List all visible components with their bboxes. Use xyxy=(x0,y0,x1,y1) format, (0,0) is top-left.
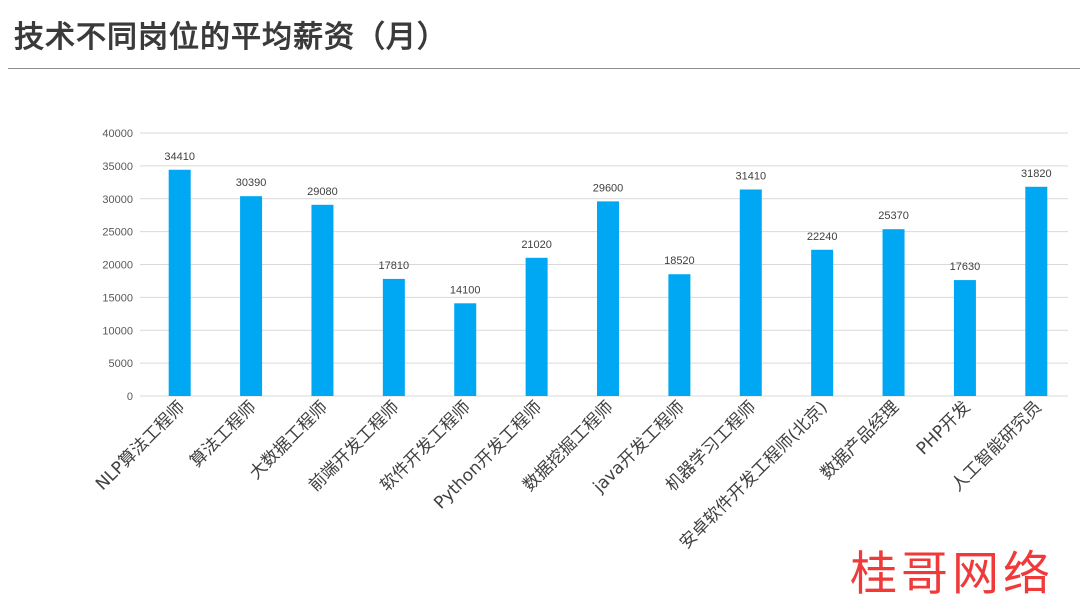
value-label: 34410 xyxy=(164,151,195,163)
y-tick-label: 0 xyxy=(127,391,133,403)
y-tick-label: 25000 xyxy=(102,227,133,239)
grid-lines xyxy=(140,132,1068,397)
value-label: 14100 xyxy=(450,284,481,296)
category-label: NLP算法工程师 xyxy=(92,397,189,494)
bar xyxy=(454,303,477,396)
value-label: 17630 xyxy=(950,261,981,273)
category-labels: NLP算法工程师算法工程师大数据工程师前端开发工程师软件开发工程师Python开… xyxy=(92,397,1046,553)
y-tick-label: 10000 xyxy=(102,325,133,337)
watermark-text: 桂哥网络 xyxy=(850,547,1054,602)
bar xyxy=(1025,186,1048,396)
y-axis-ticks: 0 5000 10000 15000 20000 25000 30000 35000 40000 xyxy=(102,128,133,403)
page-title: 技术不同岗位的平均薪资（月） xyxy=(14,20,448,55)
category-label: 算法工程师 xyxy=(186,397,260,471)
value-label: 17810 xyxy=(379,260,410,272)
category-label: 安卓软件开发工程师(北京) xyxy=(676,397,832,553)
y-tick-label: 15000 xyxy=(102,292,133,304)
y-tick-label: 20000 xyxy=(102,260,133,272)
y-tick-label: 5000 xyxy=(109,358,133,370)
value-labels: 34410 30390 29080 17810 14100 21020 29600 18520… xyxy=(164,151,1051,297)
bar xyxy=(953,280,976,396)
title-divider xyxy=(8,68,1080,69)
value-label: 31410 xyxy=(735,170,766,182)
value-label: 29600 xyxy=(593,182,624,194)
bar xyxy=(597,201,619,396)
bar xyxy=(311,204,334,396)
value-label: 29080 xyxy=(307,186,338,198)
bar xyxy=(811,249,834,396)
y-tick-label: 30000 xyxy=(102,194,133,206)
bar xyxy=(240,196,263,396)
value-label: 30390 xyxy=(236,177,267,189)
value-label: 25370 xyxy=(878,210,909,222)
bar xyxy=(668,274,691,396)
bar xyxy=(882,229,905,396)
value-label: 21020 xyxy=(521,239,552,251)
bars xyxy=(168,169,1048,396)
value-label: 22240 xyxy=(807,231,838,243)
value-label: 18520 xyxy=(664,255,695,267)
bar xyxy=(739,189,762,396)
y-tick-label: 40000 xyxy=(102,128,133,140)
bar xyxy=(525,257,548,396)
value-label: 31820 xyxy=(1021,168,1052,180)
y-tick-label: 35000 xyxy=(102,161,133,173)
category-label: PHP开发 xyxy=(913,397,975,459)
bar xyxy=(382,278,405,396)
bar xyxy=(168,169,191,396)
